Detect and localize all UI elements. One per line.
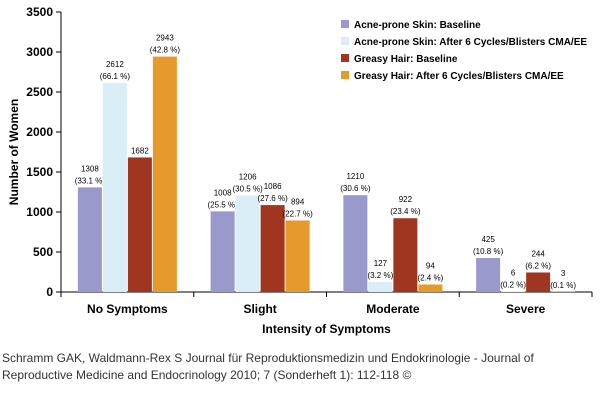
bar-3-1 [127,157,152,292]
bar-3-2 [260,205,285,292]
legend-swatch [341,54,349,62]
y-tick-label: 1500 [26,165,53,179]
data-label-value: 6 [511,269,516,278]
citation-line-1: Schramm GAK, Waldmann-Rex S Journal für … [2,351,534,365]
legend-swatch [341,71,349,79]
legend-entry: Greasy Hair: After 6 Cycles/Blisters CMA… [354,71,564,82]
data-label-percent: (33.1 %) [75,176,106,185]
y-tick-label: 1000 [26,205,53,219]
legend-swatch [341,20,349,28]
data-label-percent: (23.4 %) [390,207,421,216]
bar-1-1 [77,187,102,292]
bar-1-3 [343,195,368,292]
legend-entry: Greasy Hair: Baseline [354,54,458,65]
data-label-percent: (0.1 %) [550,281,576,290]
x-category-label: Moderate [366,302,420,316]
bar-2-3 [368,281,393,292]
data-label-value: 922 [399,195,413,204]
x-category-label: Slight [243,302,276,316]
bar-3-3 [393,218,418,292]
data-label-percent: (0.2 %) [500,281,526,290]
data-label-percent: (27.6 %) [258,194,289,203]
bar-1-4 [476,258,501,292]
y-tick-label: 500 [33,245,53,259]
data-label-value: 1210 [346,172,364,181]
y-tick-label: 0 [46,285,53,299]
data-label-value: 1308 [81,164,99,173]
data-label-value: 1206 [239,173,257,182]
citation-caption: Schramm GAK, Waldmann-Rex S Journal für … [2,350,598,384]
data-label-value: 1008 [214,188,232,197]
bar-4-4 [551,291,576,292]
data-label-value: 3 [561,269,566,278]
data-label-value: 2612 [106,60,124,69]
data-label-value: 425 [481,235,495,244]
data-label-percent: (3.2 %) [367,271,393,280]
y-tick-label: 2500 [26,85,53,99]
x-category-label: No Symptoms [87,302,168,316]
data-label-percent: (6.2 %) [525,261,551,270]
data-label-value: 1682 [131,146,149,155]
data-label-percent: (10.8 %) [473,247,504,256]
bar-3-4 [526,272,551,292]
data-label-value: 244 [531,249,545,258]
x-axis-title: Intensity of Symptoms [262,322,391,336]
data-label-value: 894 [291,197,305,206]
y-axis-title: Number of Women [7,99,21,205]
bar-2-4 [501,291,526,292]
bar-4-2 [285,220,310,292]
data-label-value: 1086 [264,182,282,191]
data-label-value: 94 [426,261,435,270]
legend-entry: Acne-prone Skin: After 6 Cycles/Blisters… [354,37,587,48]
data-label-percent: (25.5 %) [208,200,239,209]
y-tick-label: 3500 [26,5,53,19]
data-label-percent: (30.5 %) [233,185,264,194]
bar-2-1 [102,83,127,292]
x-category-label: Severe [506,302,546,316]
bar-4-3 [418,284,443,292]
y-tick-label: 3000 [26,45,53,59]
data-label-percent: (66.1 %) [100,72,131,81]
bar-2-2 [235,195,260,292]
data-label-percent: (22.7 %) [283,209,314,218]
legend-entry: Acne-prone Skin: Baseline [354,20,481,31]
data-label-percent: (2.4 %) [417,273,443,282]
data-label-percent: (42.8 %) [150,46,181,55]
legend-swatch [341,37,349,45]
bar-4-1 [152,56,177,293]
bar-chart: 0 500 1000 1500 2000 2500 3000 3500 Number of Wo… [7,5,593,336]
bar-1-2 [210,211,235,292]
citation-line-2: Reproductive Medicine and Endocrinology … [2,368,412,382]
data-label-percent: (30.6 %) [340,184,371,193]
y-tick-label: 2000 [26,125,53,139]
data-label-value: 2943 [156,34,174,43]
chart-canvas: 0 500 1000 1500 2000 2500 3000 3500 Number of Wo… [7,5,593,336]
data-label-value: 127 [374,259,388,268]
